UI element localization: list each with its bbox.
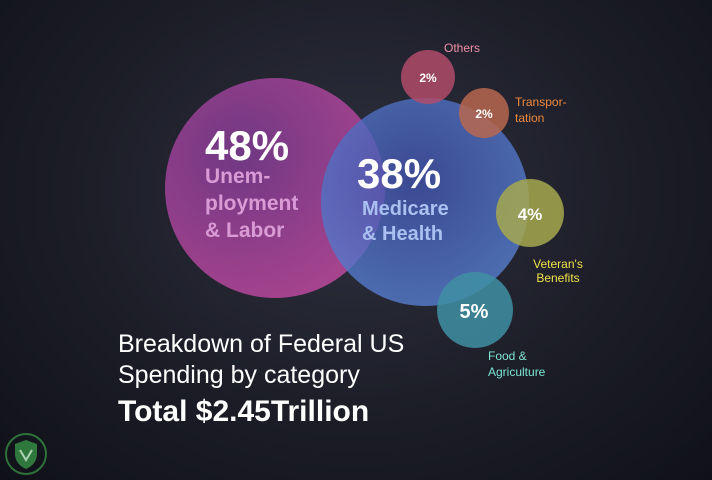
category-label-veterans: Veteran's Benefits <box>533 257 583 285</box>
bubble-food <box>437 272 513 348</box>
bubble-veterans <box>496 179 564 247</box>
category-label-others: Others <box>444 41 480 55</box>
category-label-line: Transpor- <box>515 95 567 109</box>
value-label-others: 2% <box>419 71 437 85</box>
category-label-line: ployment <box>205 192 298 215</box>
bubble-others <box>401 50 455 104</box>
category-label-line: Agriculture <box>488 365 546 379</box>
bubble-medicare <box>321 98 529 306</box>
caption-line-2: Spending by category <box>118 361 360 389</box>
caption-total: Total $2.45Trillion <box>118 395 370 428</box>
value-label-veterans: 4% <box>518 205 543 224</box>
category-label-line: Food & <box>488 349 527 363</box>
value-label-unemployment: 48% <box>205 122 289 169</box>
category-label-line: Benefits <box>536 271 579 285</box>
category-label-food: Food & Agriculture <box>488 349 546 379</box>
category-label-line: Others <box>444 41 480 55</box>
caption-line-1: Breakdown of Federal US <box>118 330 405 358</box>
category-label-line: & Health <box>362 223 443 245</box>
category-label-medicare: Medicare & Health <box>362 198 449 245</box>
category-label-line: & Labor <box>205 219 284 242</box>
category-label-line: tation <box>515 111 544 125</box>
value-label-medicare: 38% <box>357 150 441 197</box>
bubble-transportation <box>459 88 509 138</box>
shield-logo-icon <box>5 433 47 475</box>
category-label-transportation: Transpor-tation <box>515 95 567 125</box>
category-label-line: Medicare <box>362 198 449 220</box>
category-label-line: Unem- <box>205 165 270 188</box>
value-label-transportation: 2% <box>475 107 493 121</box>
category-label-line: Veteran's <box>533 257 583 271</box>
value-label-food: 5% <box>460 301 489 323</box>
category-label-unemployment: Unem-ployment & Labor <box>205 165 298 242</box>
